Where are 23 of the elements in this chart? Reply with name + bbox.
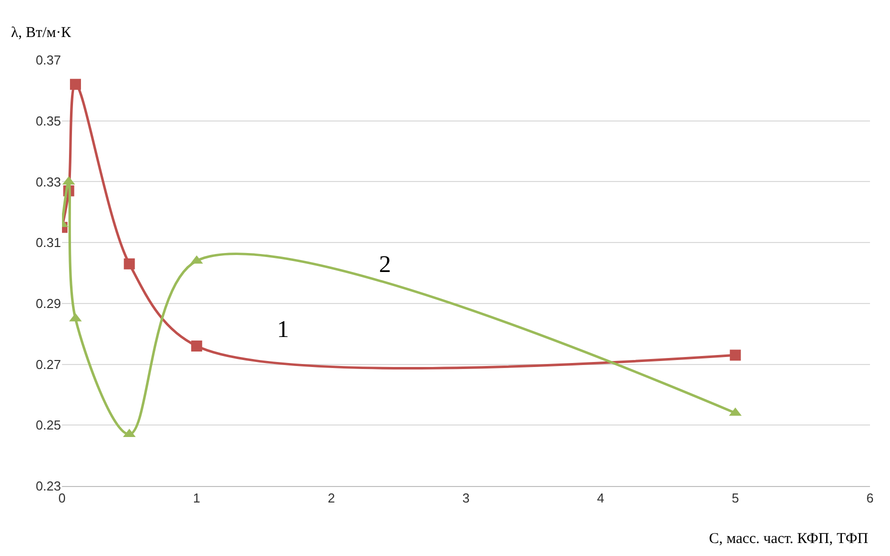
y-tick-label: 0.37: [36, 52, 61, 68]
point: [124, 258, 135, 270]
x-tick-label: 6: [866, 490, 874, 506]
x-axis-title: C, масс. част. КФП, ТФП: [709, 531, 868, 547]
point: [730, 350, 741, 361]
y-tick-label: 0.29: [36, 296, 61, 311]
x-tick-label: 3: [462, 490, 470, 506]
x-tick-label: 0: [58, 490, 66, 506]
y-tick-label: 0.27: [36, 356, 61, 372]
x-tick-label: 1: [193, 490, 200, 506]
point: [70, 78, 81, 90]
y-tick-label: 0.33: [36, 174, 61, 190]
y-tick-label: 0.35: [36, 113, 61, 128]
x-tick-label: 5: [732, 490, 739, 506]
y-tick-label: 0.23: [36, 478, 61, 494]
y-tick-label: 0.25: [36, 418, 61, 433]
point: [191, 340, 202, 352]
y-axis-title: λ, Вт/м·К: [11, 25, 72, 41]
x-tick-label: 4: [597, 490, 604, 506]
y-tick-label: 0.31: [36, 235, 61, 250]
x-tick-label: 2: [328, 490, 335, 506]
series-label: 1: [277, 317, 289, 343]
series-label: 2: [379, 252, 391, 278]
